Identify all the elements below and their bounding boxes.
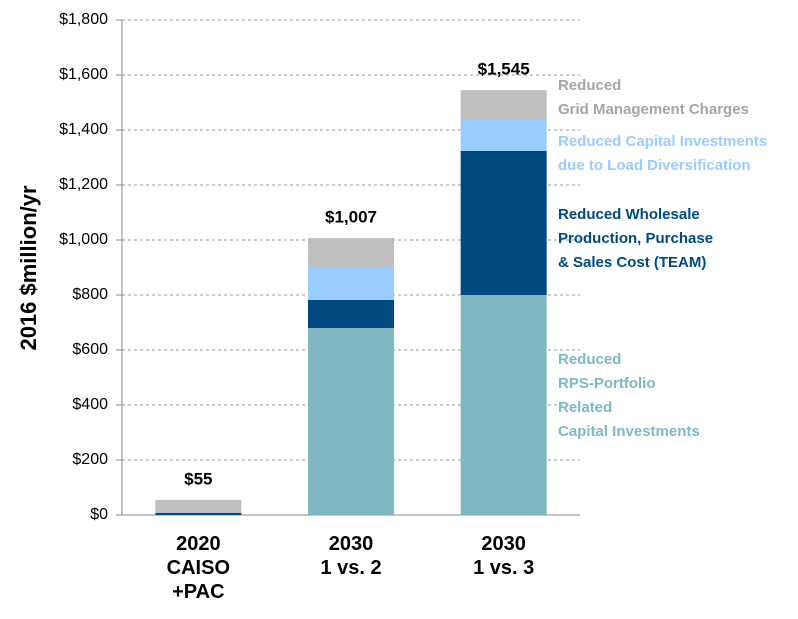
x-tick-label: 2030 1 vs. 2 bbox=[320, 533, 382, 579]
bar-segment bbox=[460, 119, 547, 151]
y-tick-label: $1,800 bbox=[59, 11, 108, 28]
y-tick-label: $800 bbox=[72, 286, 108, 303]
y-tick-label: $1,200 bbox=[59, 176, 108, 193]
legend-label: Reduced RPS-Portfolio Related Capital In… bbox=[558, 351, 700, 440]
y-tick-label: $200 bbox=[72, 451, 108, 468]
y-tick-label: $1,400 bbox=[59, 121, 108, 138]
total-label: $1,007 bbox=[325, 208, 377, 227]
legend-label: Reduced Wholesale Production, Purchase &… bbox=[558, 206, 714, 271]
y-tick-label: $1,600 bbox=[59, 66, 108, 83]
legend-label: Reduced Capital Investments due to Load … bbox=[558, 133, 768, 174]
bar-segment bbox=[308, 328, 394, 515]
y-tick-label: $0 bbox=[90, 506, 108, 523]
bar-segment bbox=[155, 512, 242, 515]
legend-label: Reduced Grid Management Charges bbox=[558, 77, 749, 118]
x-tick-label: 2020 CAISO +PAC bbox=[166, 533, 230, 603]
total-label: $55 bbox=[184, 469, 212, 488]
bar-segment bbox=[460, 295, 547, 515]
y-tick-label: $600 bbox=[72, 341, 108, 358]
bar-segment bbox=[308, 299, 394, 328]
bar-segment bbox=[155, 499, 242, 513]
bar-segment bbox=[460, 150, 547, 295]
bar-segment bbox=[308, 238, 394, 267]
y-tick-label: $1,000 bbox=[59, 231, 108, 248]
bar-segment bbox=[460, 90, 547, 119]
bar-segment bbox=[308, 266, 394, 300]
total-label: $1,545 bbox=[478, 60, 530, 79]
y-axis-label: 2016 $million/yr bbox=[16, 185, 41, 351]
x-tick-label: 2030 1 vs. 3 bbox=[473, 533, 535, 579]
y-tick-label: $400 bbox=[72, 396, 108, 413]
